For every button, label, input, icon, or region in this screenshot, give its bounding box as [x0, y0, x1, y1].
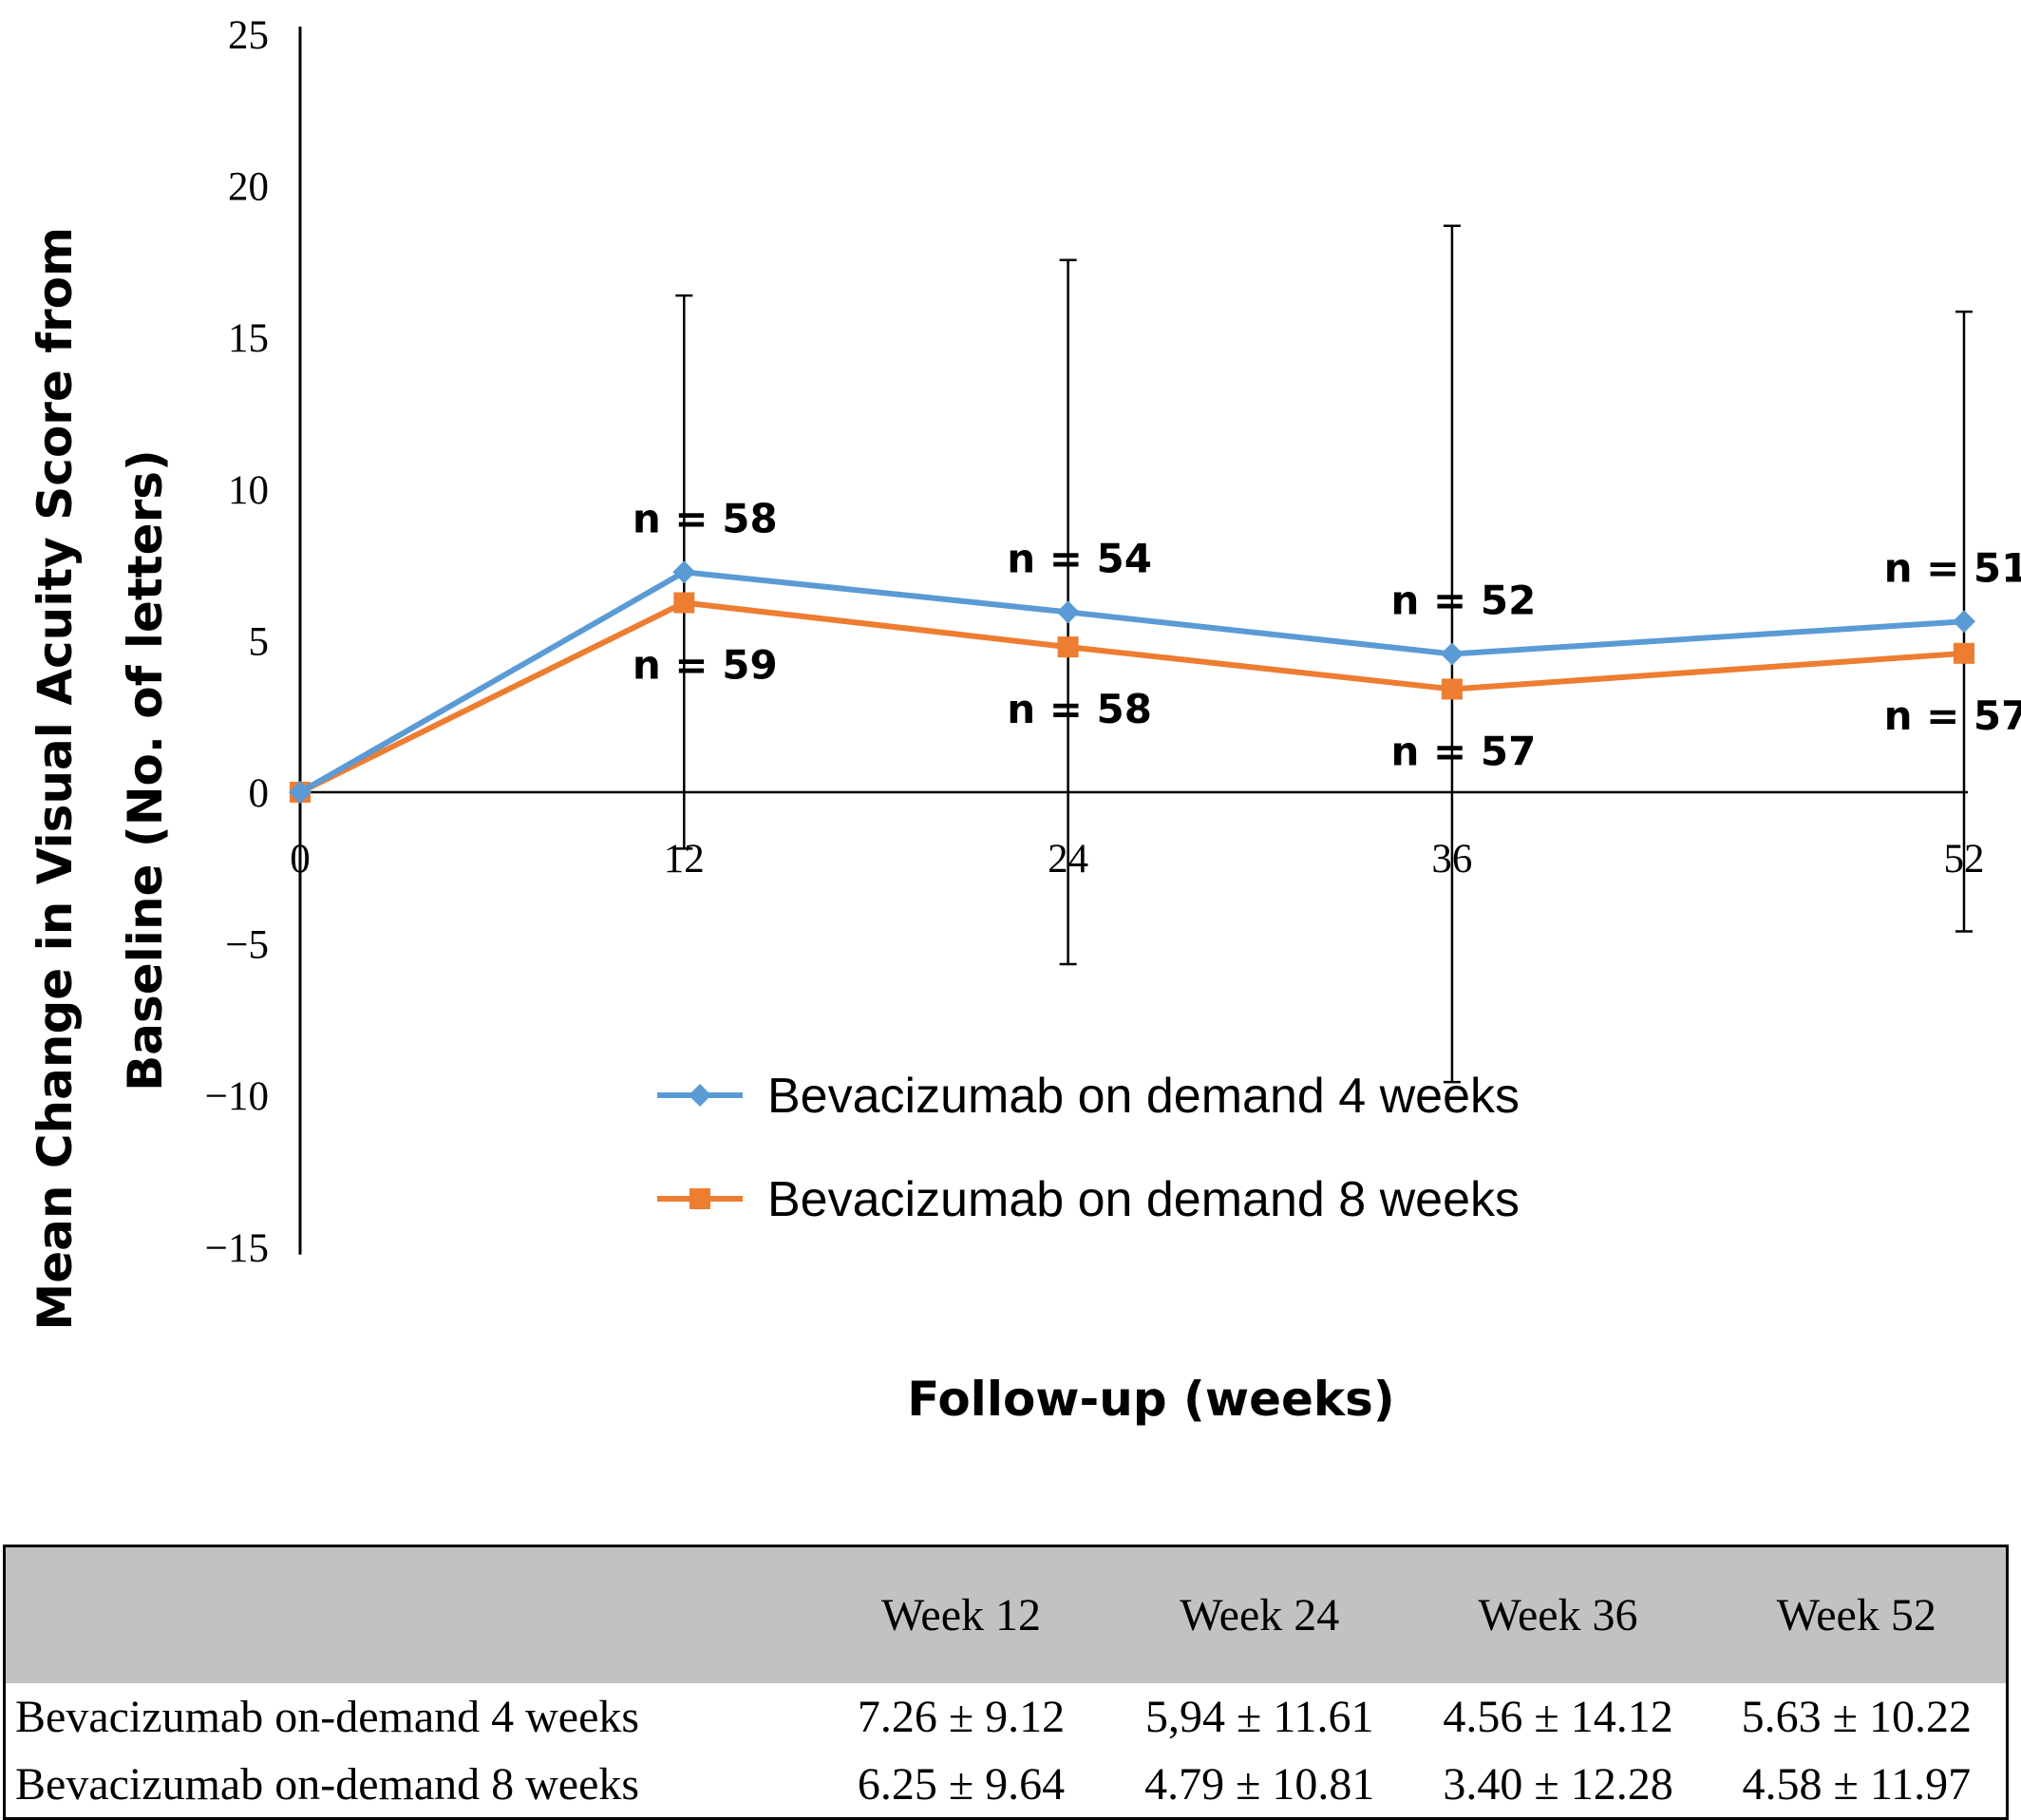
data-point-diamond — [1953, 610, 1975, 634]
y-axis-title-line-1: Mean Change in Visual Acuity Score from — [28, 227, 83, 1331]
summary-table: Week 12 Week 24 Week 36 Week 52 Bevacizu… — [3, 1545, 2009, 1820]
n-label-8-weeks: n = 57 — [1391, 728, 1537, 774]
table-cell: 5.63 ± 10.22 — [1741, 1691, 1972, 1742]
table-cell: 4.79 ± 10.81 — [1144, 1758, 1375, 1810]
data-point-square — [1057, 636, 1079, 658]
n-label-8-weeks: n = 58 — [1007, 686, 1152, 732]
legend: Bevacizumab on demand 4 weeks Bevacizumab… — [657, 1069, 1520, 1227]
series-lines-group — [289, 560, 1975, 804]
n-labels-group: n = 58 n = 59 n = 54 n = 58 n = 52 n = 57 n = … — [633, 495, 2021, 774]
y-tick-label: −15 — [205, 1226, 269, 1271]
y-tick-label: 15 — [228, 316, 269, 361]
data-point-square — [673, 592, 695, 614]
y-tick-label: −10 — [205, 1074, 269, 1119]
legend-marker-diamond — [689, 1084, 711, 1107]
series-line — [298, 569, 1965, 795]
data-point-diamond — [672, 560, 696, 584]
table-row: Bevacizumab on-demand 8 weeks 6.25 ± 9.6… — [5, 1751, 2008, 1819]
table-header-empty — [5, 1546, 812, 1683]
table-cell: 5,94 ± 11.61 — [1144, 1691, 1374, 1742]
axes-group: 25 20 15 10 5 0 −5 −10 −15 0 12 24 36 52 — [205, 13, 1985, 1271]
data-point-diamond — [1056, 600, 1080, 624]
x-tick-label: 24 — [1048, 837, 1088, 882]
n-label-8-weeks: n = 59 — [633, 642, 778, 689]
y-axis-title-line-2: Baseline (No. of letters) — [118, 449, 173, 1091]
data-point-diamond — [289, 781, 312, 804]
table-header-row: Week 12 Week 24 Week 36 Week 52 — [4, 1545, 2008, 1683]
x-tick-label: 0 — [290, 837, 311, 882]
y-tick-label: 0 — [249, 771, 270, 816]
table-cell: 4.56 ± 14.12 — [1443, 1691, 1673, 1742]
y-tick-label: 10 — [228, 468, 269, 513]
table-cell: 3.40 ± 12.28 — [1443, 1758, 1673, 1810]
table-cell: 6.25 ± 9.64 — [857, 1758, 1066, 1810]
table-row: Bevacizumab on-demand 4 weeks 7.26 ± 9.1… — [5, 1683, 2008, 1752]
table-header-week-36: Week 36 — [1478, 1589, 1638, 1640]
x-tick-label: 52 — [1944, 837, 1985, 882]
table-header-week-12: Week 12 — [880, 1589, 1042, 1640]
x-tick-label: 36 — [1431, 837, 1472, 882]
table-cell: 7.26 ± 9.12 — [857, 1691, 1066, 1742]
legend-marker-square — [689, 1188, 710, 1209]
y-tick-label: 25 — [228, 13, 269, 58]
n-label-4-weeks: n = 52 — [1391, 577, 1537, 623]
data-point-square — [1441, 678, 1463, 700]
n-label-4-weeks: n = 54 — [1007, 535, 1152, 581]
y-tick-label: −5 — [225, 923, 269, 968]
table-header-week-52: Week 52 — [1776, 1589, 1936, 1640]
x-axis-title: Follow-up (weeks) — [907, 1372, 1395, 1427]
legend-label: Bevacizumab on demand 4 weeks — [767, 1069, 1520, 1124]
n-label-4-weeks: n = 51 — [1884, 544, 2021, 591]
n-label-8-weeks: n = 57 — [1884, 692, 2021, 739]
table-row-label: Bevacizumab on-demand 4 weeks — [15, 1691, 640, 1742]
error-bars-group — [675, 224, 1973, 1084]
n-label-4-weeks: n = 58 — [633, 495, 778, 541]
x-tick-label: 12 — [664, 837, 705, 882]
legend-label: Bevacizumab on demand 8 weeks — [767, 1172, 1520, 1227]
y-axis-title: Mean Change in Visual Acuity Score from … — [28, 210, 173, 1330]
data-point-diamond — [1440, 642, 1464, 666]
data-point-square — [1954, 642, 1974, 664]
y-tick-label: 5 — [249, 619, 270, 664]
table-header-week-24: Week 24 — [1180, 1589, 1340, 1640]
table-cell: 4.58 ± 11.97 — [1742, 1758, 1972, 1810]
y-tick-label: 20 — [228, 165, 269, 210]
table-row-label: Bevacizumab on-demand 8 weeks — [15, 1758, 640, 1810]
